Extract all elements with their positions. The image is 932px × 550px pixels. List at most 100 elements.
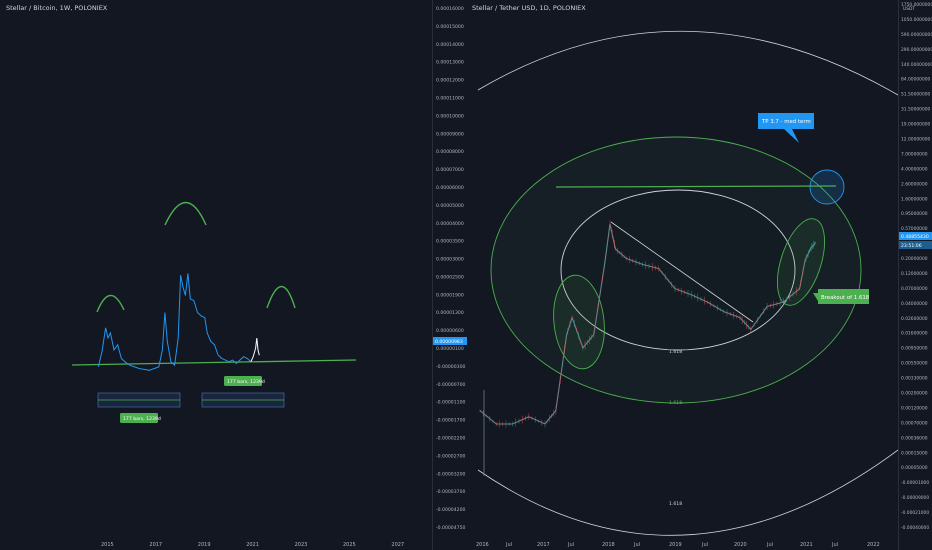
x-tick-label: 2023 bbox=[295, 542, 308, 548]
y-tick-label: 2.60000000 bbox=[901, 181, 928, 187]
y-tick-label: 0.04000000 bbox=[901, 301, 928, 307]
breakout-ellipse bbox=[553, 274, 605, 370]
right-price-axis[interactable]: 1750.00000000 1050.00000000 590.00000000 29… bbox=[898, 0, 932, 550]
fib-label: 1.618 bbox=[669, 400, 682, 406]
y-tick-label: -0.00003700 bbox=[436, 489, 465, 495]
left-chart-panel[interactable]: Stellar / Bitcoin, 1W, POLONIEX 2015 2017… bbox=[0, 0, 432, 550]
x-tick-label: 2019 bbox=[198, 542, 211, 548]
outer-fib-arc bbox=[477, 449, 898, 536]
y-tick-label: 0.00330000 bbox=[901, 376, 928, 382]
y-tick-label: 0.12000000 bbox=[901, 271, 928, 277]
y-tick-label: 0.00001300 bbox=[436, 310, 464, 316]
bars-label-bg bbox=[224, 376, 262, 386]
y-tick-label: 1.60000000 bbox=[901, 196, 928, 202]
y-tick-label: -0.00002700 bbox=[436, 453, 465, 459]
x-tick-label: 2018 bbox=[602, 542, 615, 548]
right-chart-svg: 2016 Jul 2017 Jul 2018 Jul 2019 Jul 2020 Jul 2021 J… bbox=[476, 30, 898, 548]
cycle-top-arc bbox=[266, 286, 296, 309]
y-tick-label: 0.00005000 bbox=[901, 465, 928, 471]
y-tick-label: -0.00003200 bbox=[436, 471, 465, 477]
y-tick-label: -0.00000300 bbox=[436, 364, 465, 370]
x-tick-label: 2027 bbox=[391, 542, 404, 548]
x-tick-label: 2015 bbox=[101, 542, 114, 548]
downtrend-line bbox=[610, 221, 754, 323]
y-tick-label: 140.00000000 bbox=[901, 62, 932, 68]
y-tick-label: -0.00004200 bbox=[436, 507, 465, 513]
y-tick-label: 0.00007000 bbox=[436, 167, 464, 173]
right-chart-panel[interactable]: Stellar / Tether USD, 1D, POLONIEX 2016 J… bbox=[466, 0, 898, 550]
y-tick-label: 0.00550000 bbox=[901, 361, 928, 367]
y-tick-label: 0.00009000 bbox=[436, 131, 464, 137]
y-tick-label: 0.00003500 bbox=[436, 239, 464, 245]
x-tick-label: Jul bbox=[505, 542, 512, 548]
fib-label: 1.618 bbox=[669, 501, 682, 507]
y-tick-label: 0.00015000 bbox=[436, 24, 464, 30]
price-tag-bg bbox=[899, 241, 932, 249]
y-tick-label: -0.00001100 bbox=[436, 400, 465, 406]
y-tick-label: 590.00000000 bbox=[901, 32, 932, 38]
y-tick-label: 0.02600000 bbox=[901, 316, 928, 322]
y-tick-label: 0.00010000 bbox=[436, 113, 464, 119]
x-tick-label: 2017 bbox=[537, 542, 550, 548]
y-tick-label: -0.00000700 bbox=[436, 382, 465, 388]
tp-callout-text: TP 3.7 - med term bbox=[761, 119, 811, 125]
y-tick-label: 0.00003000 bbox=[436, 257, 464, 263]
price-tag-text: 23:51:06 bbox=[901, 243, 922, 249]
breakout-ellipse bbox=[776, 218, 826, 306]
y-tick-label: 0.00012000 bbox=[436, 78, 464, 84]
x-tick-label: Jul bbox=[831, 542, 838, 548]
x-tick-label: 2021 bbox=[800, 542, 813, 548]
y-tick-label: 84.00000000 bbox=[901, 77, 931, 83]
y-tick-label: 0.01600000 bbox=[901, 331, 928, 337]
x-tick-label: 2022 bbox=[867, 542, 880, 548]
y-tick-label: 51.50000000 bbox=[901, 92, 931, 98]
axis-unit-label: USDT bbox=[903, 6, 915, 12]
price-tag-bg bbox=[433, 337, 467, 345]
x-tick-label: 2020 bbox=[734, 542, 747, 548]
y-tick-label: 31.50000000 bbox=[901, 107, 931, 113]
y-tick-label: 0.00120000 bbox=[901, 405, 928, 411]
y-tick-label: -0.00021000 bbox=[901, 510, 929, 516]
y-tick-label: 0.95000000 bbox=[901, 211, 928, 217]
y-tick-label: 0.00013000 bbox=[436, 60, 464, 66]
fib-label: 1.618 bbox=[669, 349, 682, 355]
xlm-btc-price-line bbox=[97, 273, 252, 371]
x-tick-label: 2025 bbox=[343, 542, 356, 548]
y-tick-label: -0.00001700 bbox=[436, 418, 465, 424]
y-tick-label: 7.00000000 bbox=[901, 151, 928, 157]
xlm-usdt-price-line bbox=[479, 223, 817, 425]
left-price-axis-svg: 0.00016000 0.00015000 0.00014000 0.00013000… bbox=[433, 6, 467, 531]
y-tick-label: 0.00008000 bbox=[436, 149, 464, 155]
y-tick-label: 0.00016000 bbox=[436, 6, 464, 12]
x-tick-label: 2017 bbox=[149, 542, 162, 548]
tp-callout: TP 3.7 - med term bbox=[758, 113, 814, 143]
cycle-top-arc bbox=[164, 202, 207, 226]
right-chart-title: Stellar / Tether USD, 1D, POLONIEX bbox=[472, 4, 586, 12]
y-tick-label: 0.07000000 bbox=[901, 286, 928, 292]
x-tick-label: Jul bbox=[567, 542, 574, 548]
x-tick-label: Jul bbox=[633, 542, 640, 548]
x-tick-label: Jul bbox=[766, 542, 773, 548]
xlm-btc-current-line bbox=[250, 337, 260, 363]
y-tick-label: 0.00000100 bbox=[436, 346, 464, 352]
breakout-callout-text: Breakout of 1.618 bbox=[821, 295, 870, 301]
target-circle bbox=[809, 169, 845, 205]
y-tick-label: 0.00005000 bbox=[436, 203, 464, 209]
y-tick-label: -0.00002200 bbox=[436, 436, 465, 442]
y-tick-label: 4.00000000 bbox=[901, 166, 928, 172]
y-tick-label: -0.00009000 bbox=[901, 495, 929, 501]
y-tick-label: 0.00070000 bbox=[901, 420, 928, 426]
y-tick-label: 0.00006000 bbox=[436, 185, 464, 191]
y-tick-label: 0.00200000 bbox=[901, 391, 928, 397]
bars-label-lower: 177 bars, 1239d bbox=[120, 413, 161, 423]
x-tick-label: 2019 bbox=[669, 542, 682, 548]
y-tick-label: 0.00004000 bbox=[436, 221, 464, 227]
y-tick-label: 19.00000000 bbox=[901, 122, 931, 128]
outer-fib-arc bbox=[477, 30, 898, 96]
left-price-axis[interactable]: 0.00016000 0.00015000 0.00014000 0.00013000… bbox=[432, 0, 467, 550]
y-tick-label: 0.20000000 bbox=[901, 256, 928, 262]
y-tick-label: 0.00002500 bbox=[436, 274, 464, 280]
x-tick-label: Jul bbox=[701, 542, 708, 548]
y-tick-label: 0.00001900 bbox=[436, 292, 464, 298]
x-tick-label: 2016 bbox=[476, 542, 489, 548]
